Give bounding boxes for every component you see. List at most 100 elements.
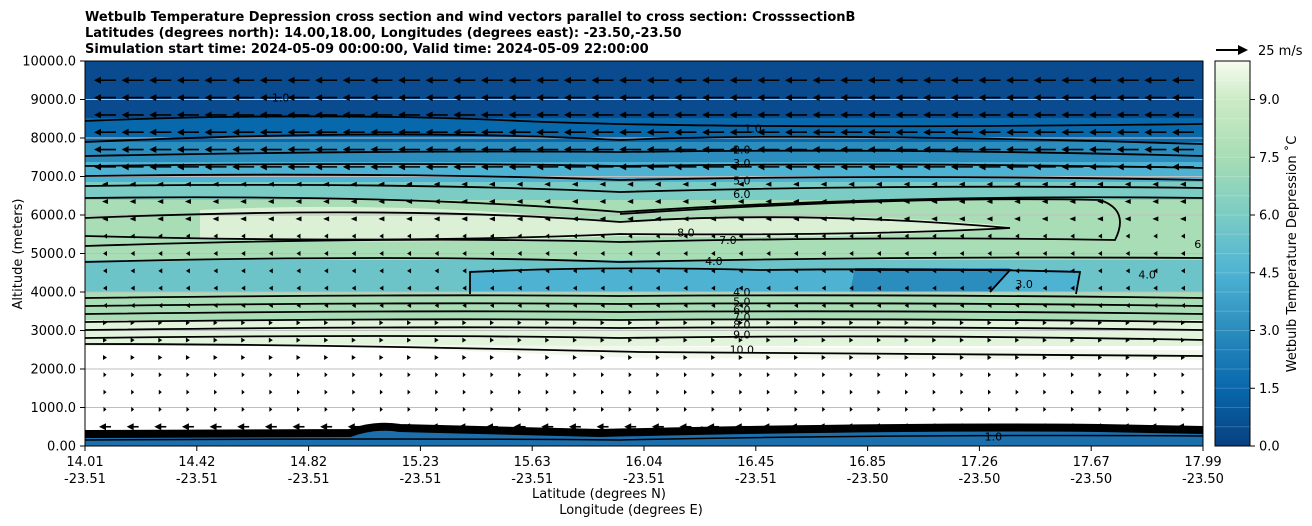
wind-vector — [729, 76, 752, 84]
wind-vector — [241, 268, 246, 274]
contour-label: 7.0 — [719, 234, 737, 247]
wind-vector — [1116, 111, 1139, 119]
wind-vector — [462, 268, 467, 274]
x-tick-label-lat: 17.67 — [1073, 455, 1110, 470]
wind-vector — [812, 94, 835, 102]
wind-vector — [1180, 181, 1186, 187]
wind-vector — [794, 268, 799, 274]
wind-vector — [350, 181, 357, 187]
wind-vector — [545, 337, 550, 343]
wind-vector — [1042, 268, 1047, 274]
contour-labels: 1.01.02.03.05.06.08.07.04.03.04.06.04.05… — [272, 92, 1203, 444]
wind-vector — [213, 302, 218, 308]
wind-vector — [1015, 337, 1020, 343]
wind-vector — [1006, 94, 1029, 102]
wind-vector — [158, 406, 162, 412]
wind-vector — [646, 146, 669, 154]
wind-vector — [453, 111, 476, 119]
fill-band-dry-core — [850, 268, 1010, 292]
wind-vector — [1126, 406, 1130, 412]
wind-vector — [103, 268, 107, 274]
wind-vector — [1015, 389, 1019, 395]
wind-vector — [350, 216, 357, 222]
wind-vector — [1015, 285, 1020, 291]
wind-vector — [352, 372, 356, 378]
contour-label: 3.0 — [733, 157, 751, 170]
wind-vector — [434, 268, 439, 274]
wind-vector — [765, 199, 772, 205]
contour-line-4 — [85, 163, 1203, 169]
wind-vector — [453, 128, 476, 136]
wind-vector — [370, 94, 393, 102]
wind-vector — [351, 251, 356, 256]
wind-vector — [932, 251, 937, 256]
wind-vector — [876, 302, 881, 308]
wind-vector — [1125, 233, 1130, 239]
wind-vector — [729, 163, 752, 171]
colorbar-tick-label: 7.5 — [1259, 151, 1280, 166]
wind-vector — [766, 354, 771, 360]
wind-vector — [204, 76, 227, 84]
wind-vector — [923, 146, 946, 154]
wind-vector — [738, 285, 743, 291]
colorbar-gradient — [1214, 60, 1251, 447]
wind-vector — [407, 337, 412, 343]
x-axis-label-lat: Latitude (degrees N) — [532, 487, 666, 502]
wind-vector — [370, 146, 393, 154]
wind-vector — [267, 199, 274, 205]
x-tick-label-lat: 14.01 — [66, 455, 103, 470]
wind-vector — [1153, 354, 1158, 360]
wind-vector — [268, 354, 273, 360]
wind-vector — [237, 423, 250, 431]
wind-vector — [877, 389, 881, 395]
wind-vector — [950, 94, 973, 102]
wind-vector — [1153, 337, 1158, 343]
wind-vector — [1033, 76, 1056, 84]
wind-vector — [867, 128, 890, 136]
wind-vector — [480, 163, 503, 171]
wind-vector — [287, 76, 310, 84]
wind-vector — [619, 146, 642, 154]
y-tick-label: 4000.0 — [31, 286, 77, 301]
wind-vector — [1061, 163, 1084, 171]
wind-vector — [379, 337, 384, 343]
wind-vector — [268, 285, 273, 291]
wind-vector — [821, 233, 826, 239]
colorbar: 0.0 1.5 3.0 4.5 6.0 7.5 9.0 Wetbulb Temperatur… — [1214, 60, 1300, 455]
wind-vector — [627, 216, 634, 222]
wind-vector — [268, 233, 273, 239]
wind-vector — [1066, 423, 1079, 431]
wind-vector — [490, 389, 494, 395]
wind-vector — [324, 233, 329, 239]
wind-vector — [1172, 94, 1194, 102]
wind-vector — [1153, 268, 1158, 274]
wind-vector — [958, 216, 965, 222]
wind-vector — [978, 111, 1001, 119]
wind-vector — [296, 268, 301, 274]
wind-vector — [131, 372, 135, 378]
wind-vector — [840, 163, 863, 171]
wind-vector — [342, 94, 365, 102]
wind-vector — [655, 251, 660, 256]
wind-vector — [488, 181, 495, 187]
wind-vector — [988, 389, 992, 395]
wind-vector — [619, 94, 642, 102]
wind-vector — [1061, 94, 1084, 102]
wind-vector — [461, 181, 468, 187]
wind-vector — [654, 199, 661, 205]
contour-lines — [85, 115, 1203, 357]
wind-vector — [149, 111, 172, 119]
wind-vector — [987, 337, 992, 343]
wind-vector — [213, 320, 218, 326]
wind-vector — [489, 251, 494, 256]
contour-label: 5.0 — [733, 174, 751, 187]
contour-label: 10.0 — [730, 344, 755, 357]
wind-vector — [711, 268, 716, 274]
wind-vector — [259, 76, 282, 84]
wind-vector — [1097, 216, 1104, 222]
wind-vector — [1098, 389, 1102, 395]
wind-vector — [766, 268, 771, 274]
wind-vector — [845, 423, 858, 431]
wind-vector — [867, 94, 890, 102]
